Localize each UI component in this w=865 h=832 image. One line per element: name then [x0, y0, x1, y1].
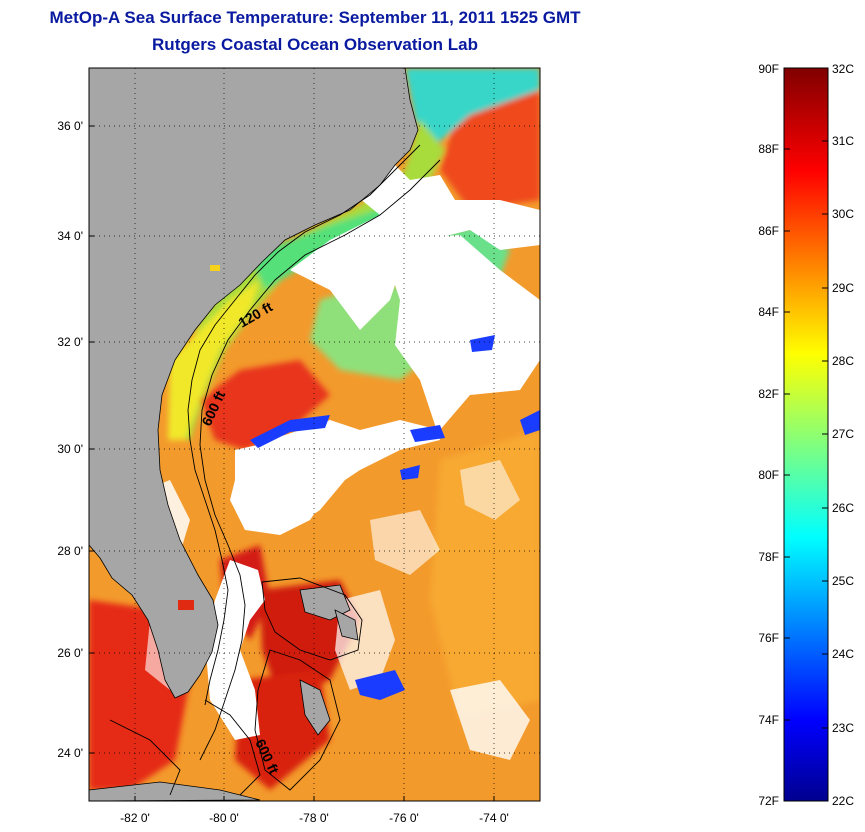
lat-axis: 24 0' 26 0' 28 0' 30 0' 32 0' 34 0' 36 0…	[57, 119, 94, 760]
map-subtitle: Rutgers Coastal Ocean Observation Lab	[152, 35, 478, 54]
graticule	[89, 68, 540, 801]
map-title: MetOp-A Sea Surface Temperature: Septemb…	[49, 8, 581, 27]
lat-tick-label: 34 0'	[57, 229, 83, 243]
colorbar-c-label: 25C	[832, 574, 854, 588]
lat-tick-label: 36 0'	[57, 119, 83, 133]
colorbar-c-label: 23C	[832, 721, 854, 735]
colorbar-f-label: 72F	[758, 794, 779, 808]
colorbar-f-label: 78F	[758, 550, 779, 564]
colorbar-c-label: 22C	[832, 794, 854, 808]
land-mass	[89, 68, 419, 801]
lon-tick-label: -82 0'	[120, 811, 150, 825]
colorbar-f-ticks	[784, 148, 790, 721]
lake-warm-patch-2	[210, 265, 220, 271]
lake-warm-patch	[178, 600, 194, 610]
lon-tick-label: -80 0'	[209, 811, 239, 825]
colorbar-c-label: 31C	[832, 134, 854, 148]
lat-tick-label: 28 0'	[57, 544, 83, 558]
colorbar-c-label: 24C	[832, 647, 854, 661]
colorbar-f-label: 80F	[758, 468, 779, 482]
lat-tick-label: 30 0'	[57, 442, 83, 456]
map-panel: 120 ft 600 ft 600 ft	[89, 68, 540, 801]
lat-tick-label: 32 0'	[57, 335, 83, 349]
lon-axis: -82 0' -80 0' -78 0' -76 0' -74 0'	[120, 796, 509, 825]
colorbar-f-label: 84F	[758, 305, 779, 319]
colorbar-c-ticks	[822, 140, 828, 729]
colorbar-c-label: 30C	[832, 207, 854, 221]
colorbar-f-label: 82F	[758, 387, 779, 401]
colorbar-f-label: 90F	[758, 62, 779, 76]
colorbar-f-label: 86F	[758, 224, 779, 238]
colorbar-f-label: 88F	[758, 142, 779, 156]
lon-tick-label: -76 0'	[389, 811, 419, 825]
colorbar-c-label: 29C	[832, 281, 854, 295]
lon-tick-label: -74 0'	[479, 811, 509, 825]
colorbar-f-label: 74F	[758, 713, 779, 727]
depth-contours	[109, 144, 441, 796]
lat-tick-label: 26 0'	[57, 646, 83, 660]
lon-tick-label: -78 0'	[299, 811, 329, 825]
colorbar-c-label: 27C	[832, 427, 854, 441]
colorbar-c-label: 26C	[832, 501, 854, 515]
cold-edge-speckles	[250, 335, 540, 700]
colorbar: 90F 88F 86F 84F 82F 80F 78F 76F 74F 72F …	[758, 62, 854, 808]
colorbar-c-label: 28C	[832, 354, 854, 368]
colorbar-c-label: 32C	[832, 62, 854, 76]
colorbar-f-label: 76F	[758, 631, 779, 645]
colorbar-gradient	[783, 67, 829, 802]
lat-tick-label: 24 0'	[57, 746, 83, 760]
